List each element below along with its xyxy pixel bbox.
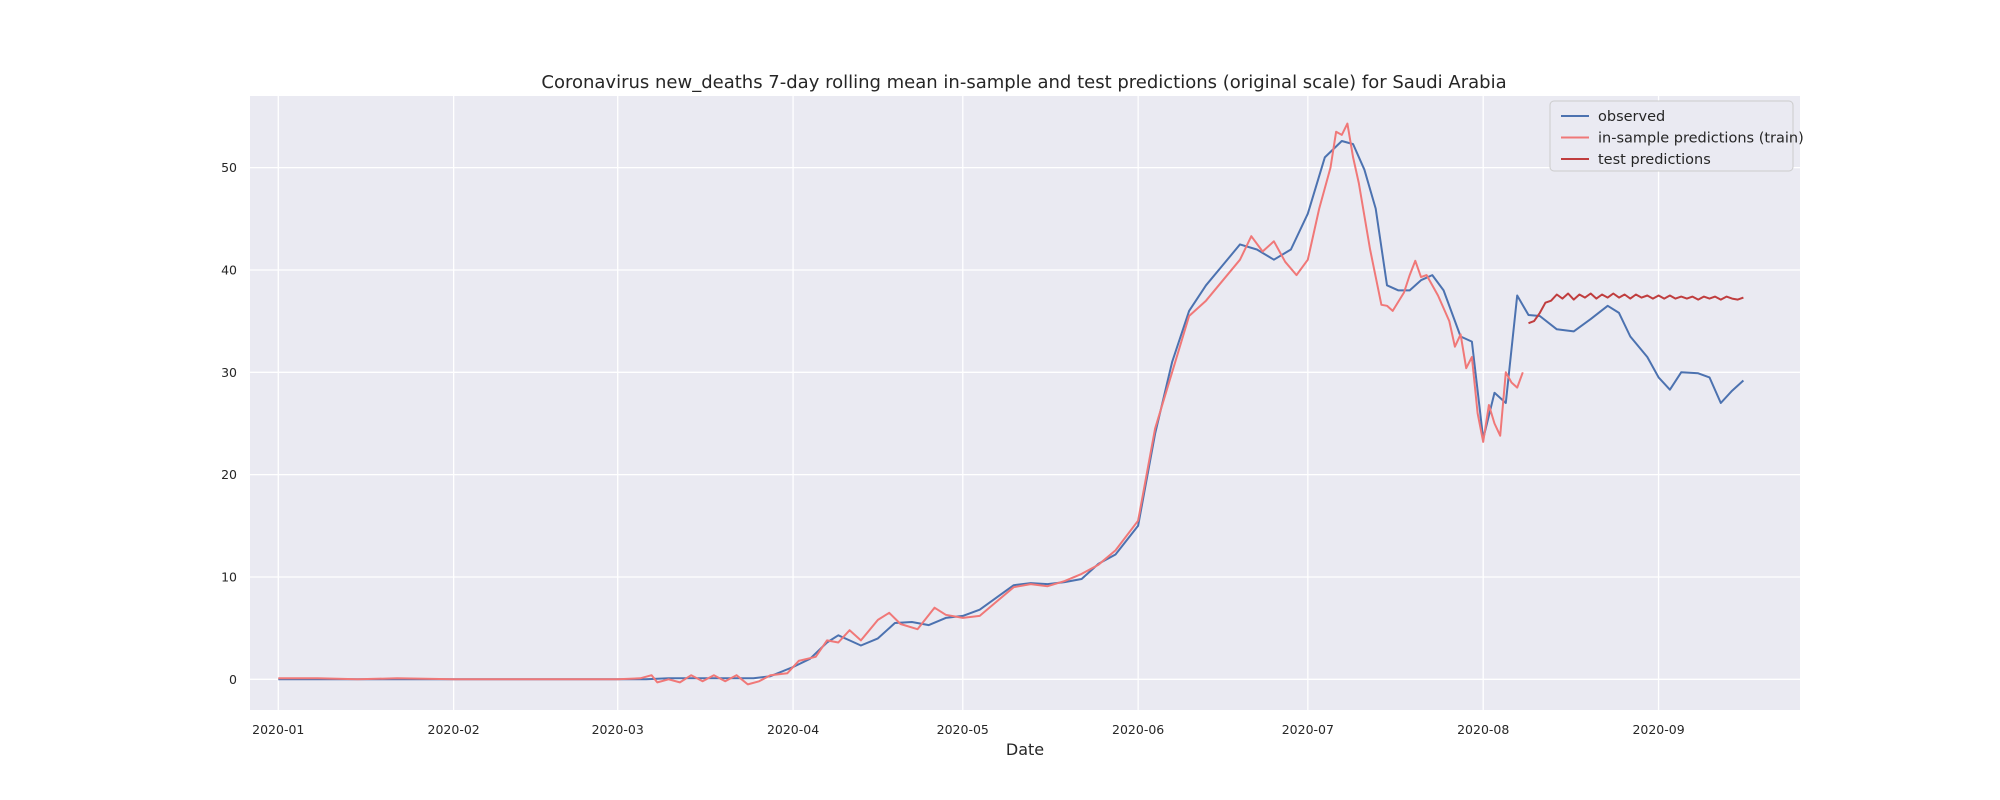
legend-box xyxy=(1549,100,1794,172)
x-tick-label: 2020-06 xyxy=(1112,722,1164,737)
x-tick-label: 2020-04 xyxy=(767,722,819,737)
y-tick-label: 20 xyxy=(221,467,237,482)
y-tick-label: 0 xyxy=(229,672,237,687)
x-tick-label: 2020-07 xyxy=(1282,722,1334,737)
legend-label: test predictions xyxy=(1598,152,1711,168)
chart-title: Coronavirus new_deaths 7-day rolling mea… xyxy=(541,72,1506,93)
grid xyxy=(250,96,1800,710)
plot-area xyxy=(250,96,1800,710)
y-tick-label: 40 xyxy=(221,262,237,277)
legend-label: observed xyxy=(1598,109,1665,125)
y-tick-label: 30 xyxy=(221,365,237,380)
y-tick-label: 10 xyxy=(221,569,237,584)
x-tick-label: 2020-08 xyxy=(1457,722,1509,737)
x-tick-label: 2020-01 xyxy=(252,722,304,737)
x-tick-label: 2020-09 xyxy=(1632,722,1684,737)
tick-labels: 2020-01 2020-02 2020-03 2020-04 2020-05 2020-… xyxy=(221,160,1685,737)
x-tick-label: 2020-02 xyxy=(428,722,480,737)
y-tick-label: 50 xyxy=(221,160,237,175)
x-axis-label: Date xyxy=(1006,740,1044,759)
legend-label: in-sample predictions (train) xyxy=(1598,131,1804,147)
x-tick-label: 2020-05 xyxy=(937,722,989,737)
series-line-in-sample-predictions-train xyxy=(278,122,1524,686)
series-group xyxy=(278,122,1745,686)
series-line-test-predictions xyxy=(1528,292,1744,325)
x-tick-label: 2020-03 xyxy=(592,722,644,737)
legend: observed in-sample predictions (train) tes… xyxy=(1549,100,1804,172)
